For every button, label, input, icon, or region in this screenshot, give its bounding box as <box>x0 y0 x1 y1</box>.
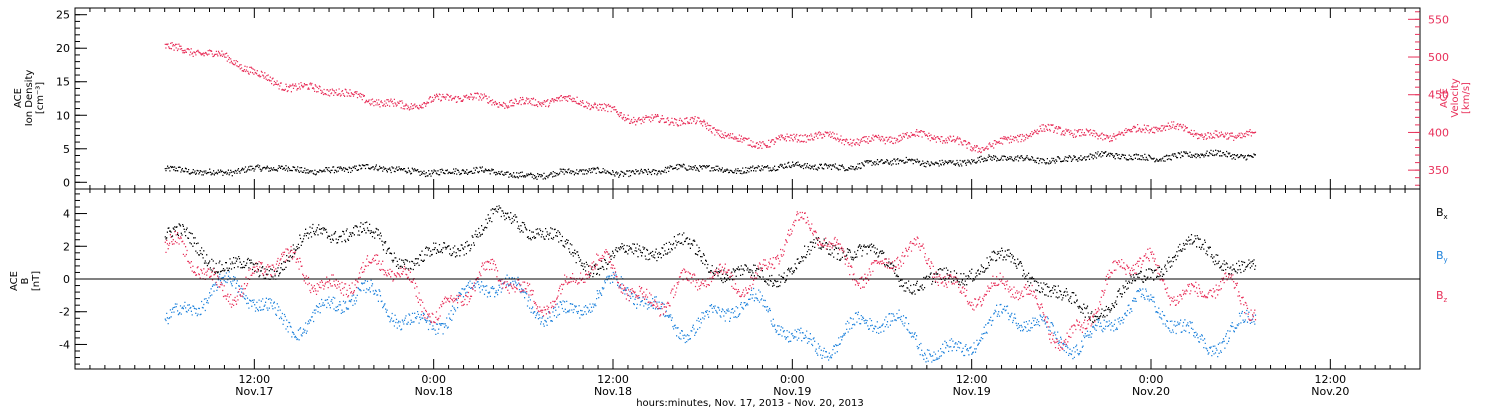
density-axis: 0 5 10 15 20 25 <box>56 7 87 190</box>
legend-bx: Bx <box>1436 206 1448 221</box>
tick-label: 2 <box>63 240 70 253</box>
tick-label: 400 <box>1428 126 1449 139</box>
tick-label: -4 <box>59 338 70 351</box>
plasma-time-ticks <box>74 8 1421 189</box>
date-tick-label: Nov.19 <box>773 385 811 398</box>
field-axis: -4 -2 0 2 4 <box>59 193 87 365</box>
ion-density-series <box>164 149 1256 180</box>
time-tick-label: 0:00 <box>1139 373 1164 386</box>
time-tick-label: 0:00 <box>421 373 446 386</box>
time-tick-label: 12:00 <box>1314 373 1346 386</box>
date-tick-label: Nov.17 <box>235 385 273 398</box>
time-axis-labels: 12:00Nov.170:00Nov.1812:00Nov.180:00Nov.… <box>235 373 1349 398</box>
plasma-panel: 0 5 10 15 20 25 350 400 450 500 550 ACEIon Densit… <box>13 7 1472 190</box>
time-tick-label: 12:00 <box>956 373 988 386</box>
tick-label: 450 <box>1428 89 1449 102</box>
tick-label: 350 <box>1428 164 1449 177</box>
field-series <box>164 205 1257 363</box>
time-axis-title: hours:minutes, Nov. 17, 2013 - Nov. 20, … <box>636 398 864 409</box>
tick-label: 15 <box>56 76 70 89</box>
field-legend: Bx By Bz <box>1436 206 1448 304</box>
tick-label: 4 <box>63 208 70 221</box>
series-points <box>164 42 1257 154</box>
date-tick-label: Nov.19 <box>953 385 991 398</box>
tick-label: -2 <box>59 306 70 319</box>
series-points <box>164 271 1257 363</box>
time-tick-label: 12:00 <box>597 373 629 386</box>
time-tick-label: 0:00 <box>780 373 805 386</box>
field-panel: -4 -2 0 2 4 ACEB[nT] Bx By Bz <box>9 188 1448 370</box>
density-axis-label: ACEIon Density[cm⁻³] <box>13 70 46 127</box>
field-axis-label: ACEB[nT] <box>9 271 42 291</box>
date-tick-label: Nov.20 <box>1311 385 1349 398</box>
date-tick-label: Nov.18 <box>594 385 632 398</box>
plasma-panel-frame <box>74 7 1421 190</box>
velocity-axis: 350 400 450 500 550 <box>1408 11 1449 186</box>
legend-by: By <box>1436 249 1448 264</box>
tick-label: 10 <box>56 109 70 122</box>
series-points <box>164 205 1257 324</box>
tick-label: 0 <box>63 176 70 189</box>
tick-label: 500 <box>1428 51 1449 64</box>
date-tick-label: Nov.20 <box>1132 385 1170 398</box>
legend-bz: Bz <box>1436 289 1448 304</box>
tick-label: 20 <box>56 42 70 55</box>
series-points <box>164 149 1256 180</box>
tick-label: 0 <box>63 273 70 286</box>
tick-label: 25 <box>56 9 70 22</box>
velocity-axis-label: ACEVelocity[km/s] <box>1439 78 1472 117</box>
tick-label: 5 <box>63 143 70 156</box>
tick-label: 550 <box>1428 13 1449 26</box>
series-points <box>164 211 1257 351</box>
velocity-series <box>164 42 1257 154</box>
time-tick-label: 12:00 <box>238 373 270 386</box>
field-time-ticks <box>74 189 1421 369</box>
date-tick-label: Nov.18 <box>415 385 453 398</box>
